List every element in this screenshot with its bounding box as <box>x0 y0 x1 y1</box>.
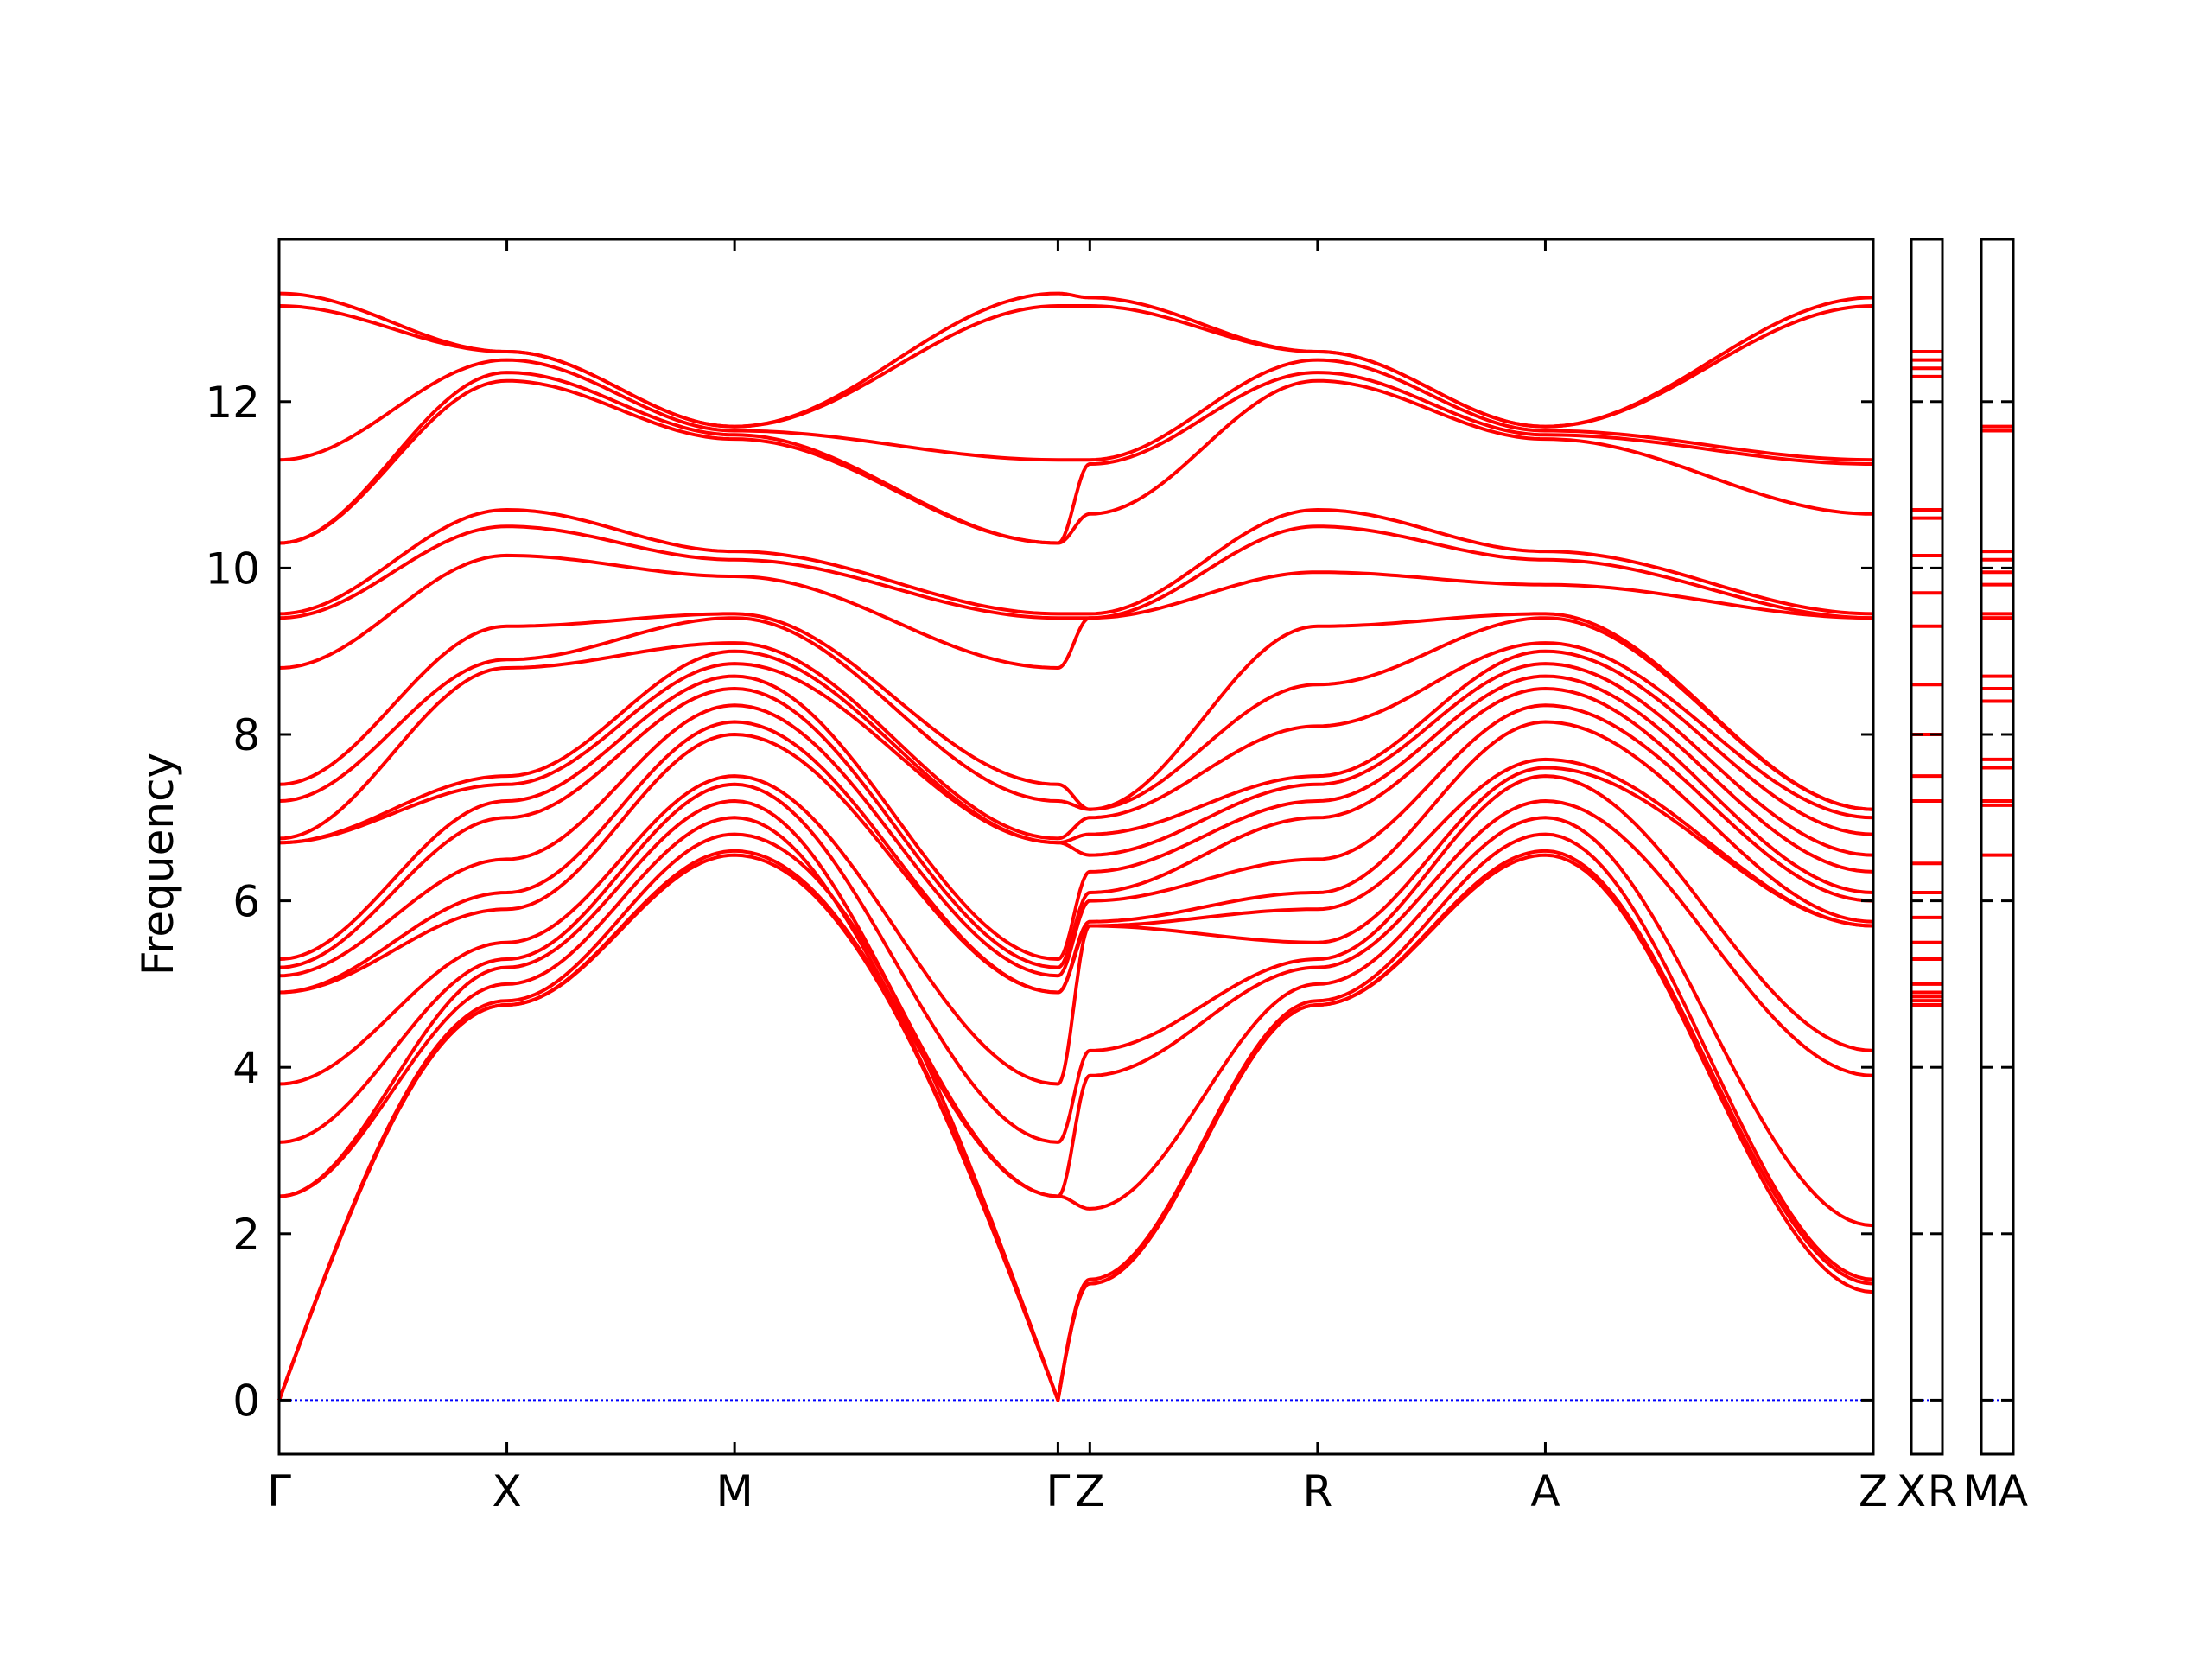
ma-band-panel <box>1980 238 2015 1456</box>
band-line <box>278 553 1874 670</box>
y-tick-label: 10 <box>205 543 260 594</box>
y-tick-label: 6 <box>232 877 260 927</box>
band-line <box>278 687 1874 969</box>
x-axis-ticks: Γ X M Γ Z R A Z X R MA <box>267 239 2028 1516</box>
x-tick-label: A <box>1999 1466 2028 1516</box>
x-tick-label: R <box>1303 1466 1333 1516</box>
x-tick-label: X <box>492 1466 521 1516</box>
band-line <box>278 662 1874 857</box>
x-tick-label: Γ <box>267 1466 291 1516</box>
y-tick-label: 12 <box>205 378 260 428</box>
y-tick-label: 0 <box>232 1376 260 1426</box>
x-tick-label: X <box>1897 1466 1926 1516</box>
band-line <box>278 649 1874 845</box>
y-axis-ticks: 0 2 4 6 8 10 12 <box>205 378 2013 1426</box>
band-line <box>278 674 1874 961</box>
x-tick-label: M <box>1962 1466 1999 1516</box>
main-frame <box>277 238 1875 1456</box>
x-tick-label: A <box>1530 1466 1560 1516</box>
band-line <box>277 832 1874 1402</box>
y-tick-label: 4 <box>232 1043 260 1093</box>
band-line <box>278 358 1874 462</box>
band-line <box>278 799 1874 1198</box>
band-line <box>278 508 1874 616</box>
x-tick-label: Γ <box>1046 1466 1070 1516</box>
x-tick-label: M <box>716 1466 753 1516</box>
band-line <box>278 291 1874 429</box>
band-line <box>278 524 1874 620</box>
x-tick-label: Z <box>1075 1466 1104 1516</box>
band-line <box>278 378 1874 545</box>
band-line <box>278 703 1874 978</box>
band-line <box>278 612 1874 811</box>
xr-band-panel <box>1910 238 1944 1456</box>
main-band-panel <box>277 238 1875 1456</box>
band-line <box>278 371 1873 545</box>
y-axis-label: Frequency <box>133 753 183 976</box>
xr-frame <box>1910 238 1944 1456</box>
band-line <box>278 616 1874 811</box>
ma-frame <box>1980 238 2015 1456</box>
y-tick-label: 8 <box>232 710 260 760</box>
band-line <box>278 766 1874 1086</box>
x-tick-label: R <box>1928 1466 1958 1516</box>
band-line <box>278 816 1874 1228</box>
band-line <box>278 720 1874 995</box>
band-line <box>278 641 1874 841</box>
y-tick-label: 2 <box>232 1210 260 1260</box>
band-line <box>278 774 1874 1144</box>
x-tick-label: Z <box>1859 1466 1888 1516</box>
